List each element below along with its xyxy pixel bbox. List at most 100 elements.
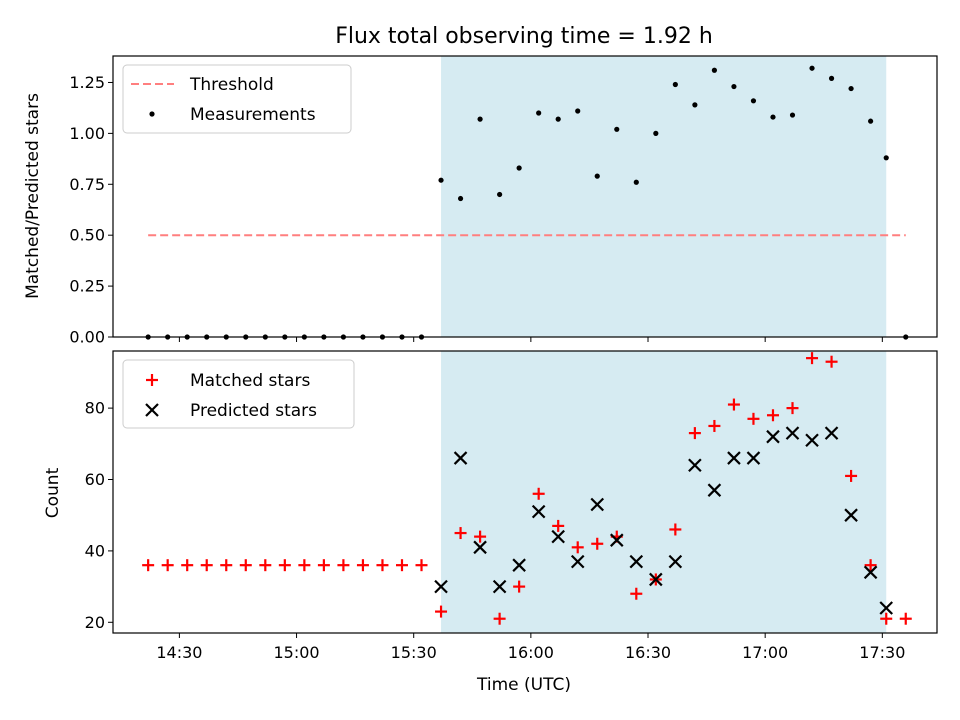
matched-star-point — [278, 559, 291, 572]
predicted-star-point — [473, 540, 487, 555]
predicted-star-point — [863, 565, 878, 580]
top-x-ticks — [178, 337, 883, 342]
y-tick-label: 1.25 — [69, 73, 105, 92]
matched-star-point — [688, 427, 701, 440]
predicted-star-point — [727, 451, 741, 465]
measurement-point — [731, 83, 737, 90]
matched-star-point — [806, 352, 819, 365]
predicted-star-point — [688, 458, 702, 473]
predicted-star-point — [609, 533, 624, 547]
matched-star-point — [220, 559, 233, 572]
y-tick-label: 1.00 — [69, 124, 105, 143]
matched-star-point — [142, 559, 155, 572]
matched-star-point — [571, 541, 584, 554]
measurement-point — [457, 195, 464, 202]
top-observing-span — [441, 56, 887, 337]
bottom-plot-marks — [142, 352, 912, 625]
matched-star-point — [880, 612, 893, 625]
predicted-star-point — [805, 433, 819, 448]
bottom-legend-box — [122, 359, 355, 429]
measurement-point — [711, 67, 718, 73]
predicted-star-point — [590, 497, 605, 512]
measurement-point — [868, 118, 874, 124]
y-tick-label: 0.75 — [69, 175, 105, 194]
bottom-x-ticks: 14:30 15:00 15:30 16:00 16:30 17:00 17:30 — [156, 633, 905, 662]
chart-title: Flux total observing time = 1.92 h — [335, 24, 713, 49]
x-tick-label: 14:30 — [156, 643, 202, 662]
matched-star-point — [259, 559, 272, 572]
predicted-star-point — [570, 554, 585, 569]
measurement-point — [770, 114, 776, 120]
top-panel: 0.00 0.25 0.50 0.75 1.00 1.25 Matched/Predict… — [23, 55, 938, 347]
predicted-star-point — [492, 579, 507, 594]
predicted-star-point — [707, 483, 722, 497]
matched-star-point — [454, 527, 467, 540]
x-tick-label: 16:30 — [625, 643, 671, 662]
matched-star-point — [845, 469, 858, 482]
top-legend-box — [122, 64, 352, 134]
matched-star-point — [766, 409, 779, 422]
legend-measurements-swatch — [149, 111, 155, 117]
matched-star-point — [356, 559, 369, 572]
matched-star-point — [786, 402, 799, 415]
x-tick-label: 17:30 — [859, 643, 905, 662]
matched-star-point — [395, 559, 408, 572]
matched-star-point — [669, 523, 682, 536]
bottom-y-axis-label: Count — [43, 467, 63, 518]
matched-star-point — [435, 605, 448, 618]
y-tick-label: 0.00 — [69, 328, 105, 347]
measurement-point — [692, 102, 698, 108]
top-y-ticks: 0.00 0.25 0.50 0.75 1.00 1.25 — [69, 73, 113, 347]
y-tick-label: 40 — [85, 541, 105, 560]
predicted-star-point — [824, 426, 839, 440]
y-tick-label: 80 — [85, 399, 105, 418]
matched-star-point — [298, 559, 311, 572]
legend-threshold-label: Threshold — [189, 75, 274, 95]
bottom-y-ticks: 20 40 60 80 — [85, 399, 113, 632]
matched-star-point — [181, 559, 194, 572]
matched-star-point — [532, 487, 545, 500]
matched-star-point — [415, 559, 428, 572]
matched-star-point — [200, 559, 213, 572]
legend-matched-label: Matched stars — [190, 371, 310, 391]
x-tick-label: 15:30 — [391, 643, 437, 662]
measurement-point — [828, 75, 835, 81]
predicted-star-point — [668, 554, 683, 569]
matched-star-point — [747, 412, 760, 425]
matched-star-point — [630, 587, 643, 600]
legend-matched-swatch — [146, 374, 158, 386]
matched-star-point — [708, 419, 721, 432]
predicted-star-point — [434, 579, 448, 594]
bottom-axes-frame — [112, 350, 938, 634]
predicted-star-point — [551, 529, 565, 544]
y-tick-label: 60 — [85, 470, 105, 489]
matched-star-point — [161, 559, 174, 572]
top-axes-frame — [112, 55, 938, 338]
predicted-star-point — [629, 554, 644, 569]
measurement-point — [594, 173, 600, 179]
measurement-point — [438, 177, 444, 183]
measurement-point — [575, 108, 581, 114]
measurement-point — [672, 81, 678, 88]
predicted-star-point — [746, 451, 761, 465]
matched-star-point — [474, 530, 487, 543]
measurement-point — [750, 98, 757, 104]
legend-predicted-swatch — [145, 403, 159, 417]
y-tick-label: 0.25 — [69, 277, 105, 296]
predicted-star-point — [879, 601, 894, 615]
y-tick-label: 20 — [85, 613, 105, 632]
predicted-star-point — [512, 558, 526, 572]
legend-measurements-label: Measurements — [190, 105, 316, 125]
top-legend: Threshold Measurements — [122, 64, 352, 134]
matched-star-point — [864, 559, 877, 572]
measurement-point — [614, 126, 620, 132]
matched-star-point — [317, 559, 330, 572]
top-plot-marks — [145, 65, 909, 340]
predicted-star-point — [649, 572, 663, 587]
matched-star-point — [493, 612, 506, 625]
measurement-point — [536, 110, 542, 116]
x-tick-label: 17:00 — [742, 643, 788, 662]
matched-star-point — [239, 559, 252, 572]
y-tick-label: 0.50 — [69, 226, 105, 245]
